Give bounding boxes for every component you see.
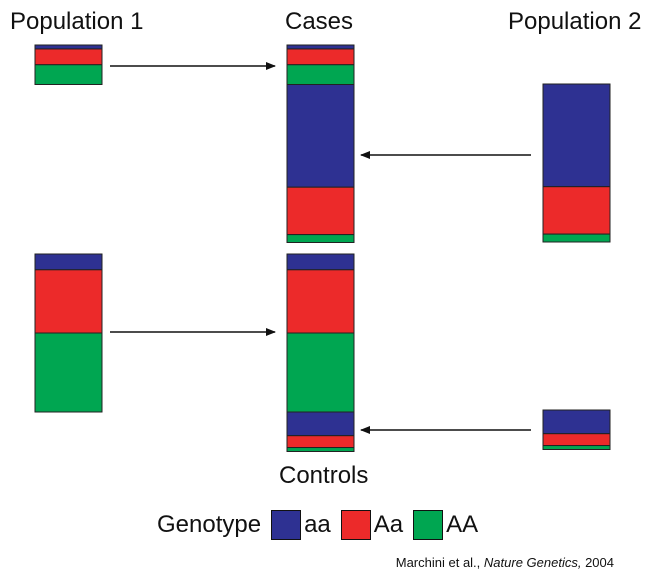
legend-swatch-AA: [413, 510, 444, 540]
bar-segment-pop1-controls-2-AA: [34, 332, 103, 413]
cases-label: Cases: [285, 8, 354, 35]
bar-segment-cases-combined-5-AA: [286, 234, 355, 244]
bar-segment-pop2-cases-2-AA: [542, 233, 611, 243]
bar-segment-controls-combined-2-AA: [286, 332, 355, 413]
bar-segment-pop1-cases-1-Aa: [34, 48, 103, 66]
population2-label: Population 2: [508, 8, 642, 35]
bar-segment-pop2-controls-1-Aa: [542, 433, 611, 447]
bar-segment-controls-combined-5-AA: [286, 447, 355, 452]
legend-swatch-Aa: [340, 510, 371, 540]
legend-label-AA: AA: [446, 511, 479, 538]
bar-cases-combined: [286, 44, 355, 244]
controls-label: Controls: [279, 462, 369, 489]
bar-segment-controls-combined-3-aa: [286, 411, 355, 437]
bar-controls-combined: [286, 253, 355, 452]
bar-segment-cases-combined-4-Aa: [286, 186, 355, 236]
legend-label-aa: aa: [304, 511, 331, 538]
legend-swatch-aa: [271, 510, 302, 540]
bar-segment-cases-combined-2-AA: [286, 64, 355, 85]
bar-segment-controls-combined-1-Aa: [286, 269, 355, 334]
citation-journal: Nature Genetics,: [483, 555, 582, 570]
legend-label-Aa: Aa: [373, 511, 404, 538]
bar-segment-controls-combined-4-Aa: [286, 435, 355, 449]
citation-year: 2004: [581, 555, 614, 570]
bar-segment-pop1-cases-0-aa: [34, 44, 103, 50]
bar-pop1-controls: [34, 253, 103, 413]
bar-segment-pop2-cases-0-aa: [542, 83, 611, 188]
bar-segment-cases-combined-0-aa: [286, 44, 355, 50]
bar-pop2-cases: [542, 83, 611, 243]
bar-pop1-cases: [34, 44, 103, 85]
bar-segment-pop1-controls-0-aa: [34, 253, 103, 271]
bar-segment-pop2-cases-1-Aa: [542, 186, 611, 235]
bar-segment-controls-combined-0-aa: [286, 253, 355, 271]
bar-segment-pop2-controls-2-AA: [542, 445, 611, 450]
bar-segment-cases-combined-1-Aa: [286, 48, 355, 66]
legend-title: Genotype: [157, 511, 262, 538]
bar-pop2-controls: [542, 409, 611, 450]
bar-segment-pop2-controls-0-aa: [542, 409, 611, 435]
bar-segment-pop1-controls-1-Aa: [34, 269, 103, 334]
genotype-legend: Genotype aa Aa AA: [157, 509, 488, 541]
citation-authors: Marchini et al.,: [395, 555, 484, 570]
bar-segment-cases-combined-3-aa: [286, 84, 355, 188]
genotype-diagram: [34, 44, 611, 452]
citation: Marchini et al., Nature Genetics, 2004: [396, 555, 614, 570]
population1-label: Population 1: [10, 8, 144, 35]
bar-segment-pop1-cases-2-AA: [34, 64, 103, 85]
